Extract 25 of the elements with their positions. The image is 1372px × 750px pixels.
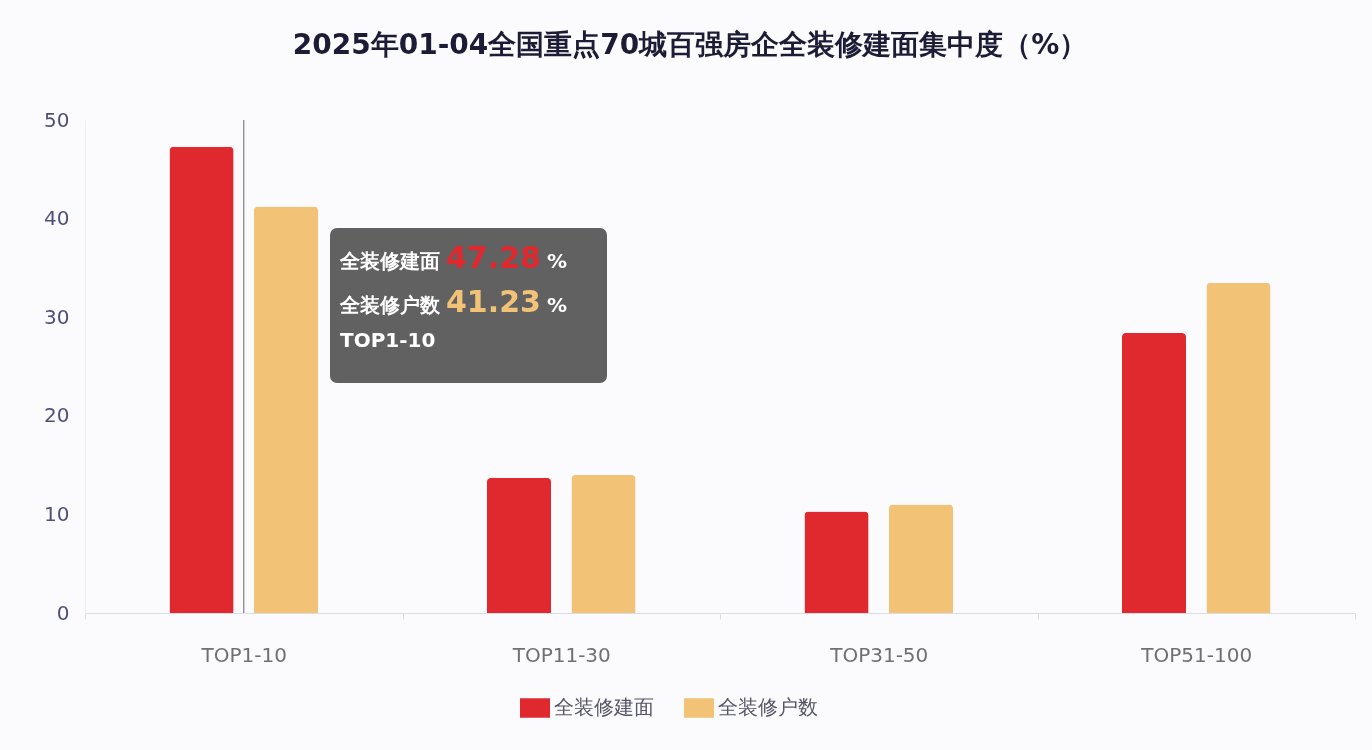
bar — [486, 477, 552, 613]
y-tick-label: 40 — [44, 206, 70, 231]
bar — [1206, 282, 1271, 613]
bar — [888, 504, 954, 613]
y-tick-label: 20 — [44, 403, 70, 428]
annotation: 全装修户数 41.23 % — [340, 284, 567, 319]
legend-label: 全装修建面 — [554, 695, 654, 719]
tooltip-box: 全装修建面 47.28 % 全装修户数 41.23 % TOP1-10 — [330, 228, 607, 383]
chart-title: 2025年01-04全国重点70城百强房企全装修建面集中度（%） — [292, 28, 1088, 61]
x-tick-label: TOP1-10 — [200, 642, 287, 667]
legend-label: 全装修户数 — [718, 695, 818, 719]
bar — [571, 474, 636, 613]
annotation: 全装修建面 47.28 % — [340, 240, 567, 275]
y-tick-label: 30 — [44, 304, 70, 329]
bar — [253, 206, 319, 613]
y-tick-label: 0 — [56, 600, 70, 625]
x-tick-label: TOP31-50 — [829, 642, 929, 667]
x-tick-label: TOP51-100 — [1140, 642, 1253, 667]
bar — [804, 511, 869, 613]
annotation: TOP1-10 — [340, 328, 436, 352]
y-tick-label: 10 — [44, 501, 70, 526]
y-tick-label: 50 — [44, 107, 70, 132]
bar — [169, 146, 234, 613]
bar — [1121, 332, 1187, 613]
x-tick-label: TOP11-30 — [511, 642, 611, 667]
